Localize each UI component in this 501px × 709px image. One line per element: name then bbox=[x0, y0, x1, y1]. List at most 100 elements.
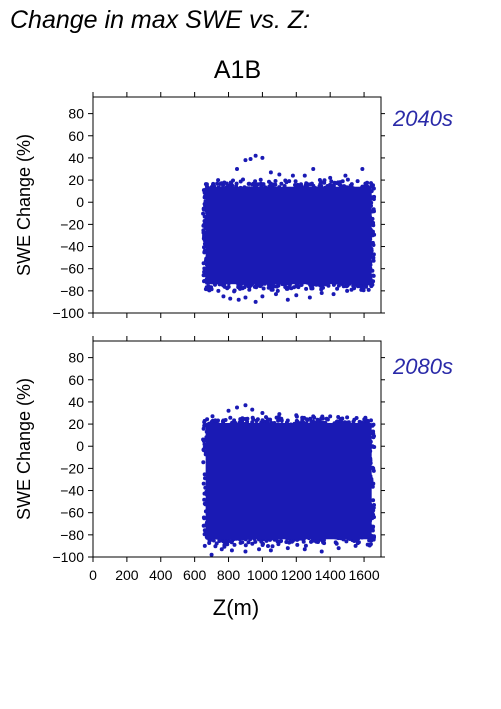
data-point bbox=[253, 539, 258, 544]
outlier-point bbox=[209, 279, 214, 284]
data-point bbox=[273, 179, 278, 183]
outlier-point bbox=[319, 291, 324, 296]
outlier-point bbox=[268, 170, 273, 175]
data-point bbox=[244, 417, 249, 422]
y-tick-label: −40 bbox=[60, 239, 84, 255]
data-point bbox=[246, 540, 251, 545]
data-point bbox=[318, 182, 323, 187]
data-point bbox=[232, 289, 237, 294]
data-point bbox=[222, 284, 227, 289]
data-point bbox=[250, 182, 255, 187]
data-point bbox=[371, 498, 376, 503]
data-point bbox=[258, 177, 263, 182]
outlier-point bbox=[253, 153, 258, 158]
data-point bbox=[209, 287, 214, 292]
data-point bbox=[370, 484, 375, 489]
y-tick-label: −100 bbox=[52, 305, 84, 321]
data-point bbox=[279, 181, 284, 186]
data-point bbox=[201, 223, 206, 228]
data-point bbox=[329, 179, 334, 184]
data-point bbox=[371, 273, 376, 278]
data-point bbox=[372, 503, 376, 507]
data-point bbox=[202, 245, 206, 250]
data-point bbox=[371, 258, 376, 263]
data-point bbox=[370, 240, 375, 245]
data-point bbox=[309, 286, 314, 291]
data-point bbox=[202, 219, 207, 223]
y-axis-label: SWE Change (%) bbox=[14, 134, 34, 276]
data-point bbox=[292, 285, 296, 290]
outlier-point bbox=[307, 295, 312, 300]
data-point bbox=[328, 182, 333, 187]
data-point bbox=[202, 423, 207, 428]
data-point bbox=[300, 415, 305, 420]
data-point bbox=[256, 182, 260, 187]
plot-frame-2040s bbox=[92, 96, 382, 314]
outlier-point bbox=[343, 173, 348, 178]
data-point bbox=[236, 285, 241, 290]
data-point bbox=[274, 284, 279, 289]
data-point bbox=[206, 284, 211, 289]
data-point bbox=[301, 539, 306, 544]
data-point bbox=[201, 460, 206, 465]
y-tick-label: 60 bbox=[68, 128, 84, 144]
data-point bbox=[271, 283, 276, 288]
data-point bbox=[303, 183, 308, 188]
data-point bbox=[364, 284, 368, 289]
outlier-point bbox=[328, 175, 333, 180]
data-point bbox=[331, 183, 336, 188]
data-point bbox=[322, 541, 327, 546]
data-point bbox=[371, 255, 376, 260]
data-point bbox=[215, 181, 220, 186]
data-point bbox=[246, 181, 251, 186]
page-title: Change in max SWE vs. Z: bbox=[10, 6, 311, 34]
data-point bbox=[355, 179, 360, 184]
data-point bbox=[295, 283, 300, 288]
data-point bbox=[202, 418, 207, 423]
data-point bbox=[369, 181, 373, 186]
data-point bbox=[285, 286, 290, 291]
outlier-point bbox=[203, 273, 208, 278]
data-point bbox=[238, 179, 243, 184]
outlier-point bbox=[360, 167, 365, 171]
data-point bbox=[270, 287, 275, 292]
outlier-point bbox=[368, 277, 373, 282]
outlier-point bbox=[260, 155, 265, 160]
data-point bbox=[371, 481, 376, 486]
y-tick-label: −20 bbox=[60, 216, 84, 232]
data-point bbox=[225, 542, 230, 547]
y-tick-label: −80 bbox=[60, 283, 84, 299]
outlier-point bbox=[358, 284, 363, 289]
outlier-point bbox=[236, 297, 241, 302]
data-point bbox=[254, 418, 259, 423]
scenario-label: A1B bbox=[213, 56, 262, 84]
data-point bbox=[202, 491, 207, 496]
data-point bbox=[228, 415, 233, 420]
y-tick-label: −60 bbox=[60, 261, 84, 277]
data-point bbox=[293, 179, 298, 184]
data-point bbox=[371, 444, 376, 449]
data-point bbox=[201, 426, 206, 431]
y-tick-label: 0 bbox=[76, 194, 84, 210]
data-point bbox=[229, 181, 234, 186]
outlier-point bbox=[216, 288, 221, 293]
data-point bbox=[299, 182, 303, 187]
data-point bbox=[202, 442, 207, 447]
data-point bbox=[371, 220, 376, 225]
data-point bbox=[355, 541, 360, 546]
data-point bbox=[210, 414, 215, 419]
data-point bbox=[234, 181, 239, 186]
data-point bbox=[264, 538, 269, 543]
data-point bbox=[259, 539, 264, 544]
data-point bbox=[341, 284, 346, 289]
period-label-2080s: 2080s bbox=[393, 354, 453, 379]
data-point bbox=[222, 180, 227, 185]
outlier-point bbox=[294, 293, 299, 298]
data-point bbox=[295, 182, 300, 187]
data-point bbox=[371, 252, 376, 257]
data-point bbox=[372, 534, 376, 539]
data-point bbox=[371, 435, 376, 440]
data-point bbox=[279, 539, 284, 543]
data-point bbox=[202, 279, 207, 283]
